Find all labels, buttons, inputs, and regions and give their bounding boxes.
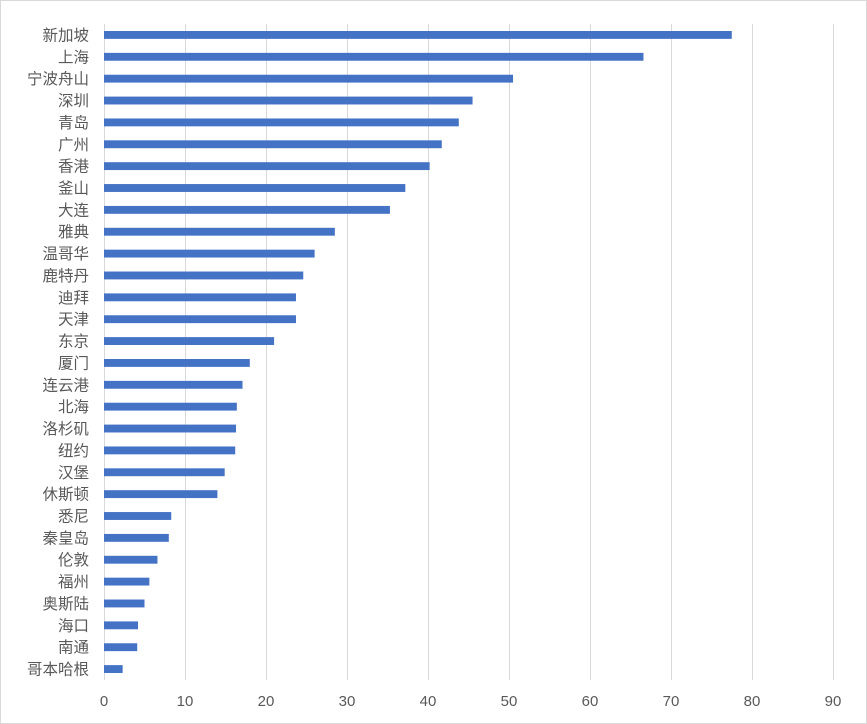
category-labels: 新加坡上海宁波舟山深圳青岛广州香港釜山大连雅典温哥华鹿特丹迪拜天津东京厦门连云港… xyxy=(27,26,90,678)
category-label: 广州 xyxy=(58,136,89,154)
x-tick-label: 60 xyxy=(582,693,599,710)
category-label: 香港 xyxy=(58,158,90,176)
category-label: 洛杉矶 xyxy=(42,420,89,438)
category-label: 新加坡 xyxy=(42,26,89,44)
x-tick-labels: 0 10 20 30 40 50 60 70 80 90 xyxy=(100,693,842,710)
x-tick-label: 20 xyxy=(258,693,275,710)
bar xyxy=(104,533,169,542)
bar xyxy=(104,315,296,324)
bar xyxy=(104,402,237,411)
category-label: 纽约 xyxy=(58,442,89,460)
bar xyxy=(104,184,406,192)
category-label: 上海 xyxy=(58,48,89,66)
category-label: 秦皇岛 xyxy=(42,529,89,547)
bar xyxy=(104,271,304,280)
category-label: 哥本哈根 xyxy=(27,661,89,679)
category-label: 天津 xyxy=(58,311,89,329)
category-label: 宁波舟山 xyxy=(27,70,89,88)
bar xyxy=(104,665,123,674)
bar xyxy=(104,643,138,652)
category-label: 大连 xyxy=(58,201,90,219)
bar xyxy=(104,380,243,389)
bar xyxy=(104,577,150,586)
bar xyxy=(104,140,442,149)
category-label: 悉尼 xyxy=(58,508,89,526)
category-label: 迪拜 xyxy=(58,289,89,307)
x-tick-label: 30 xyxy=(339,693,356,710)
bar xyxy=(104,337,275,346)
bar xyxy=(104,96,473,105)
bar xyxy=(104,512,172,520)
category-label: 厦门 xyxy=(58,354,89,372)
category-label: 青岛 xyxy=(58,114,89,132)
category-label: 鹿特丹 xyxy=(42,267,89,285)
x-tick-label: 80 xyxy=(744,693,761,710)
category-label: 温哥华 xyxy=(42,245,89,263)
bar-series xyxy=(104,30,732,674)
category-label: 南通 xyxy=(58,639,90,657)
x-tick-label: 50 xyxy=(501,693,518,710)
category-label: 东京 xyxy=(58,333,89,351)
bar xyxy=(104,293,296,302)
bar xyxy=(104,468,225,477)
category-label: 伦敦 xyxy=(58,551,90,569)
bar xyxy=(104,621,139,630)
category-label: 福州 xyxy=(58,573,89,591)
bar xyxy=(104,162,430,171)
gridlines xyxy=(104,24,834,680)
bar xyxy=(104,446,236,455)
category-label: 连云港 xyxy=(42,376,89,394)
x-tick-label: 90 xyxy=(825,693,842,710)
x-tick-label: 40 xyxy=(420,693,437,710)
category-label: 汉堡 xyxy=(58,464,89,482)
x-tick-label: 70 xyxy=(663,693,680,710)
bar xyxy=(104,490,218,499)
bar xyxy=(104,358,250,367)
bar xyxy=(104,249,315,258)
x-tick-label: 10 xyxy=(177,693,194,710)
bar xyxy=(104,227,335,236)
bar xyxy=(104,424,237,433)
bar xyxy=(104,555,158,564)
bar xyxy=(104,599,145,608)
bar xyxy=(104,74,514,83)
category-label: 休斯顿 xyxy=(42,486,89,504)
bar xyxy=(104,52,644,61)
category-label: 奥斯陆 xyxy=(42,595,89,613)
bar xyxy=(104,205,390,214)
x-tick-label: 0 xyxy=(100,693,108,710)
category-label: 釜山 xyxy=(58,180,89,198)
category-label: 深圳 xyxy=(58,92,89,110)
bar xyxy=(104,30,732,39)
category-label: 雅典 xyxy=(58,223,89,241)
bar xyxy=(104,118,459,127)
category-label: 北海 xyxy=(58,398,89,416)
category-label: 海口 xyxy=(58,617,89,635)
